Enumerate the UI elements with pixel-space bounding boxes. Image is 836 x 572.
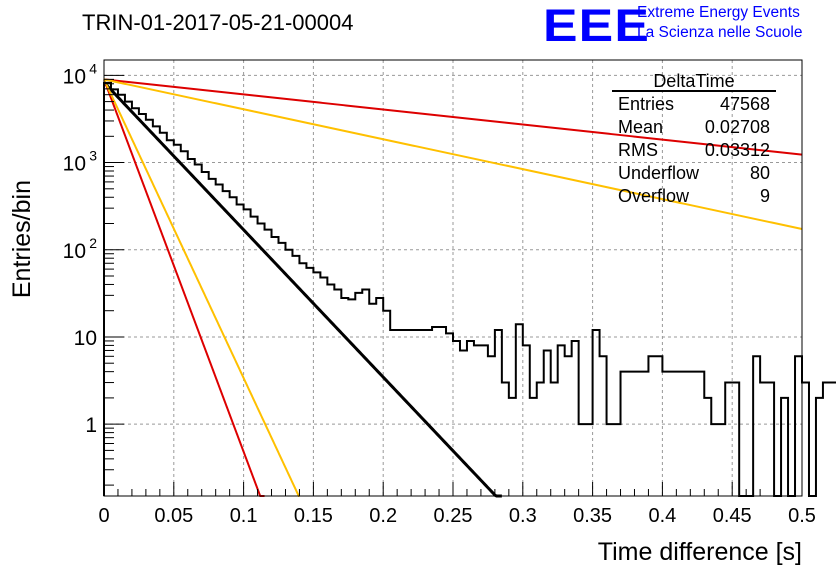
logo-line-2: La Scienza nelle Scuole	[637, 24, 803, 41]
x-tick-label: 0.2	[369, 505, 397, 527]
stats-row-label: Underflow	[618, 163, 700, 183]
y-tick-label: 1	[85, 414, 97, 437]
fit-curve-slow-red	[103, 78, 803, 156]
x-tick-label: 0.1	[230, 505, 258, 527]
x-tick-label: 0.4	[648, 505, 676, 527]
fit-curve-slow-orange	[103, 78, 803, 231]
stats-row-value: 0.03312	[705, 140, 770, 160]
plot-frame	[103, 59, 803, 497]
chart-title: TRIN-01-2017-05-21-00004	[82, 10, 354, 35]
histogram-outline	[103, 81, 836, 497]
stats-box: DeltaTime Entries 47568 Mean 0.02708 RMS 0.033…	[612, 71, 776, 206]
x-tick-label: 0.45	[713, 505, 752, 527]
y-axis-label: Entries/bin	[8, 180, 36, 298]
stats-title: DeltaTime	[653, 71, 734, 91]
y-tick-exponent: 3	[89, 148, 97, 164]
x-tick-label: 0	[98, 505, 109, 527]
x-tick-label: 0.05	[154, 505, 193, 527]
stats-row-label: Entries	[618, 94, 674, 114]
fit-curves	[102, 78, 803, 498]
fit-curve-fit	[102, 81, 502, 498]
stats-row-value: 0.02708	[705, 117, 770, 137]
x-tick-label: 0.35	[573, 505, 612, 527]
x-tick-label: 0.15	[294, 505, 333, 527]
x-tick-label: 0.3	[509, 505, 537, 527]
x-tick-label: 0.25	[434, 505, 473, 527]
histogram	[103, 81, 836, 497]
stats-row-value: 47568	[720, 94, 770, 114]
fit-curve-fast-orange	[103, 78, 300, 497]
stats-row-label: RMS	[618, 140, 658, 160]
y-tick-exponent: 4	[89, 60, 97, 76]
y-tick-exponent: 2	[89, 235, 97, 251]
fit-curve-fast-red	[103, 78, 265, 497]
y-tick-label: 10	[63, 153, 86, 176]
logo-line-1: Extreme Energy Events	[637, 4, 800, 21]
y-tick-label: 10	[74, 327, 97, 350]
stats-row-label: Mean	[618, 117, 663, 137]
y-tick-label: 10	[63, 65, 86, 88]
grid-lines	[104, 60, 802, 496]
stats-row-value: 80	[750, 163, 770, 183]
x-axis-label: Time difference [s]	[598, 538, 802, 566]
eee-logo: EEE	[543, 0, 651, 51]
eee-logo-text: Extreme Energy Events La Scienza nelle S…	[637, 3, 802, 43]
x-tick-label: 0.5	[788, 505, 816, 527]
stats-row-value: 9	[760, 186, 770, 206]
y-tick-label: 10	[63, 240, 86, 263]
axes: 0 0.05 0.1 0.15 0.2 0.25 0.3 0.35 0.4 0.45 0.5 1 10 1…	[63, 59, 816, 527]
stats-row-label: Overflow	[618, 186, 690, 206]
